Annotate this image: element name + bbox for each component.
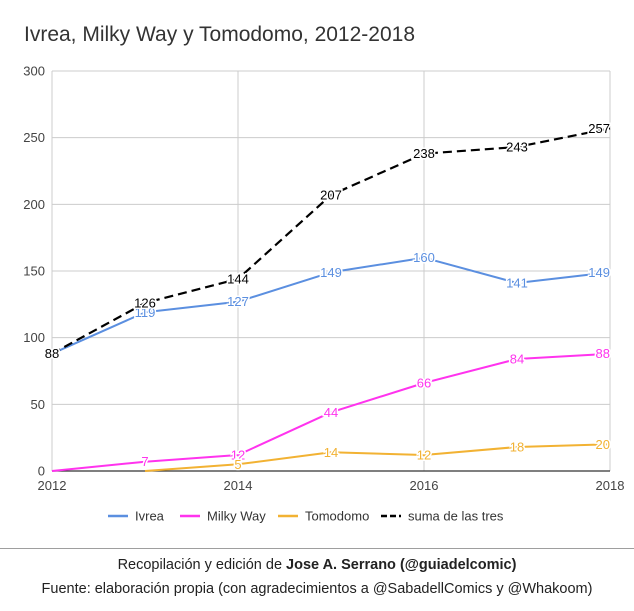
series-line-milky-way xyxy=(51,352,611,472)
data-label: 14 xyxy=(324,445,338,460)
data-label: 88 xyxy=(45,346,59,361)
data-label: 160 xyxy=(413,250,435,265)
data-label: 7 xyxy=(141,454,148,469)
data-label: 84 xyxy=(510,352,524,367)
legend-label: Milky Way xyxy=(207,509,266,524)
y-tick-label: 150 xyxy=(23,264,45,279)
data-label: 18 xyxy=(510,440,524,455)
y-tick-label: 0 xyxy=(38,464,45,479)
series-layer xyxy=(51,127,611,472)
data-label: 144 xyxy=(227,272,249,287)
data-label: 5 xyxy=(234,457,241,472)
data-label: 88 xyxy=(596,346,610,361)
source-line: Fuente: elaboración propia (con agradeci… xyxy=(41,581,593,597)
data-label: 149 xyxy=(588,265,610,280)
legend-label: Tomodomo xyxy=(305,509,369,524)
data-label: 126 xyxy=(134,296,156,311)
series-line-suma-de-las-tres xyxy=(51,127,611,355)
data-label: 88 xyxy=(45,346,59,361)
data-label: 238 xyxy=(413,146,435,161)
data-label: 12 xyxy=(417,448,431,463)
data-label: 149 xyxy=(320,265,342,280)
y-tick-label: 250 xyxy=(23,130,45,145)
credit-prefix: Recopilación y edición de xyxy=(117,557,287,573)
data-label: 66 xyxy=(417,376,431,391)
chart-title: Ivrea, Milky Way y Tomodomo, 2012-2018 xyxy=(24,23,415,46)
data-label: 257 xyxy=(588,121,610,136)
data-label: 207 xyxy=(320,188,342,203)
data-label: 243 xyxy=(506,140,528,155)
y-tick-label: 50 xyxy=(31,397,45,412)
x-tick-label: 2018 xyxy=(596,478,625,493)
x-tick-label: 2012 xyxy=(38,478,67,493)
legend-label: suma de las tres xyxy=(408,509,504,524)
data-label: 44 xyxy=(324,405,338,420)
y-tick-label: 300 xyxy=(23,64,45,79)
x-tick-label: 2016 xyxy=(410,478,439,493)
series-line-tomodomo xyxy=(144,443,611,472)
footer-divider xyxy=(0,548,634,549)
series-line-ivrea xyxy=(51,256,611,355)
grid xyxy=(51,70,611,471)
data-labels: 88 119 127 149 160 141 149 7 12 44 66 84 88 5 14 12 18 20… xyxy=(43,119,611,473)
line-chart: Ivrea, Milky Way y Tomodomo, 2012-2018 0… xyxy=(23,23,624,524)
credit-author: Jose A. Serrano (@guiadelcomic) xyxy=(286,557,517,573)
x-tick-label: 2014 xyxy=(224,478,253,493)
data-label: 127 xyxy=(227,294,249,309)
legend-label: Ivrea xyxy=(135,509,165,524)
data-label: 141 xyxy=(506,276,528,291)
data-label: 119 xyxy=(135,305,156,320)
credit-line: Recopilación y edición de Jose A. Serran… xyxy=(0,557,634,573)
data-label: 20 xyxy=(596,437,610,452)
legend: Ivrea Milky Way Tomodomo suma de las tres xyxy=(108,509,504,524)
y-tick-label: 200 xyxy=(23,197,45,212)
y-tick-label: 100 xyxy=(23,330,45,345)
data-label: 12 xyxy=(231,448,245,463)
